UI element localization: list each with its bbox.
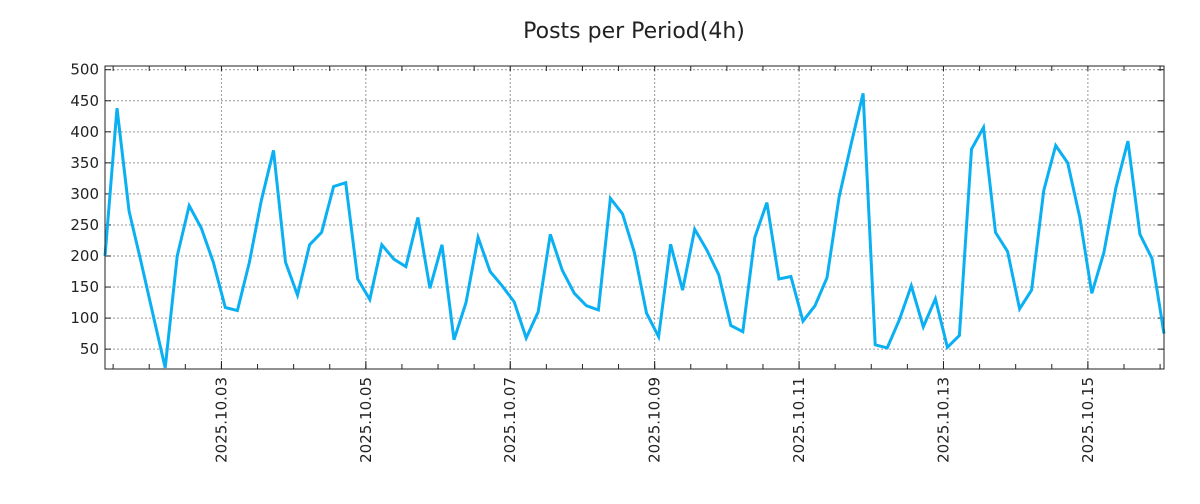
plot-frame [104,65,1165,370]
x-tick-label: 2025.10.15 [1079,377,1097,463]
series-line-posts [103,92,1166,369]
series-layer [103,92,1166,369]
y-tick-label: 250 [70,216,99,234]
y-tick-label: 400 [70,123,99,141]
x-tick-label: 2025.10.13 [934,377,952,463]
y-tick-label: 350 [70,154,99,172]
chart-title: Posts per Period(4h) [523,19,745,44]
y-tick-label: 150 [70,278,99,296]
grid [105,66,1164,369]
y-tick-label: 50 [80,340,99,358]
x-tick-label: 2025.10.07 [501,377,519,463]
x-tick-label: 2025.10.03 [212,377,230,463]
y-tick-label: 200 [70,247,99,265]
y-tick-label: 100 [70,309,99,327]
x-tick-label: 2025.10.11 [790,377,808,463]
y-tick-label: 300 [70,185,99,203]
x-tick-label: 2025.10.05 [357,377,375,463]
axis-ticks: 50 100 150 200 250 300 350 400 450 500 2025.10.03 2… [70,61,1164,463]
x-tick-label: 2025.10.09 [646,377,664,463]
y-tick-label: 450 [70,92,99,110]
y-tick-label: 500 [70,61,99,79]
